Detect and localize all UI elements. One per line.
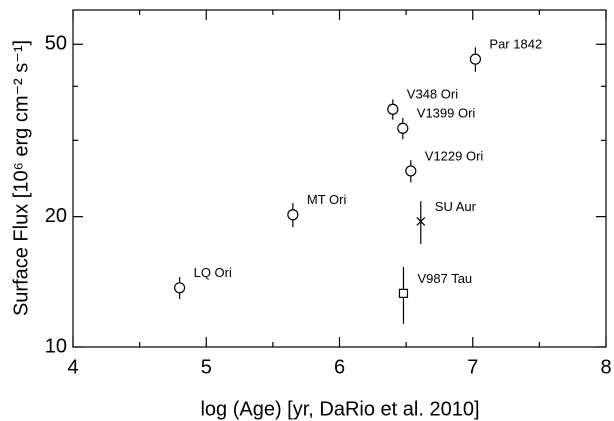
point-label: SU Aur: [435, 199, 477, 214]
x-axis-label: log (Age) [yr, DaRio et al. 2010]: [200, 398, 479, 420]
y-tick-label: 20: [45, 205, 67, 227]
point: [387, 103, 399, 115]
x-tick-label: 4: [67, 356, 78, 378]
plot-frame: [72, 9, 607, 348]
x-tick-label: 5: [201, 356, 212, 378]
point-label: V348 Ori: [407, 87, 458, 102]
point: [405, 165, 417, 177]
point-label: Par 1842: [489, 37, 542, 52]
point: [397, 122, 409, 134]
x-tick-label: 8: [600, 356, 611, 378]
y-tick-label: 10: [45, 335, 67, 357]
point: [416, 216, 426, 226]
point: [398, 288, 409, 298]
y-tick-label: 50: [45, 33, 67, 55]
point-label: V987 Tau: [417, 271, 472, 286]
x-tick-label: 6: [334, 356, 345, 378]
point: [287, 209, 299, 221]
point-label: LQ Ori: [194, 265, 232, 280]
point-label: V1229 Ori: [425, 148, 484, 163]
point: [469, 53, 482, 65]
point-label: MT Ori: [307, 192, 347, 207]
y-axis-label: Surface Flux [10⁶ erg cm⁻² s⁻¹]: [10, 40, 32, 316]
point-label: V1399 Ori: [417, 106, 476, 121]
x-tick-label: 7: [467, 356, 478, 378]
point: [174, 282, 186, 294]
